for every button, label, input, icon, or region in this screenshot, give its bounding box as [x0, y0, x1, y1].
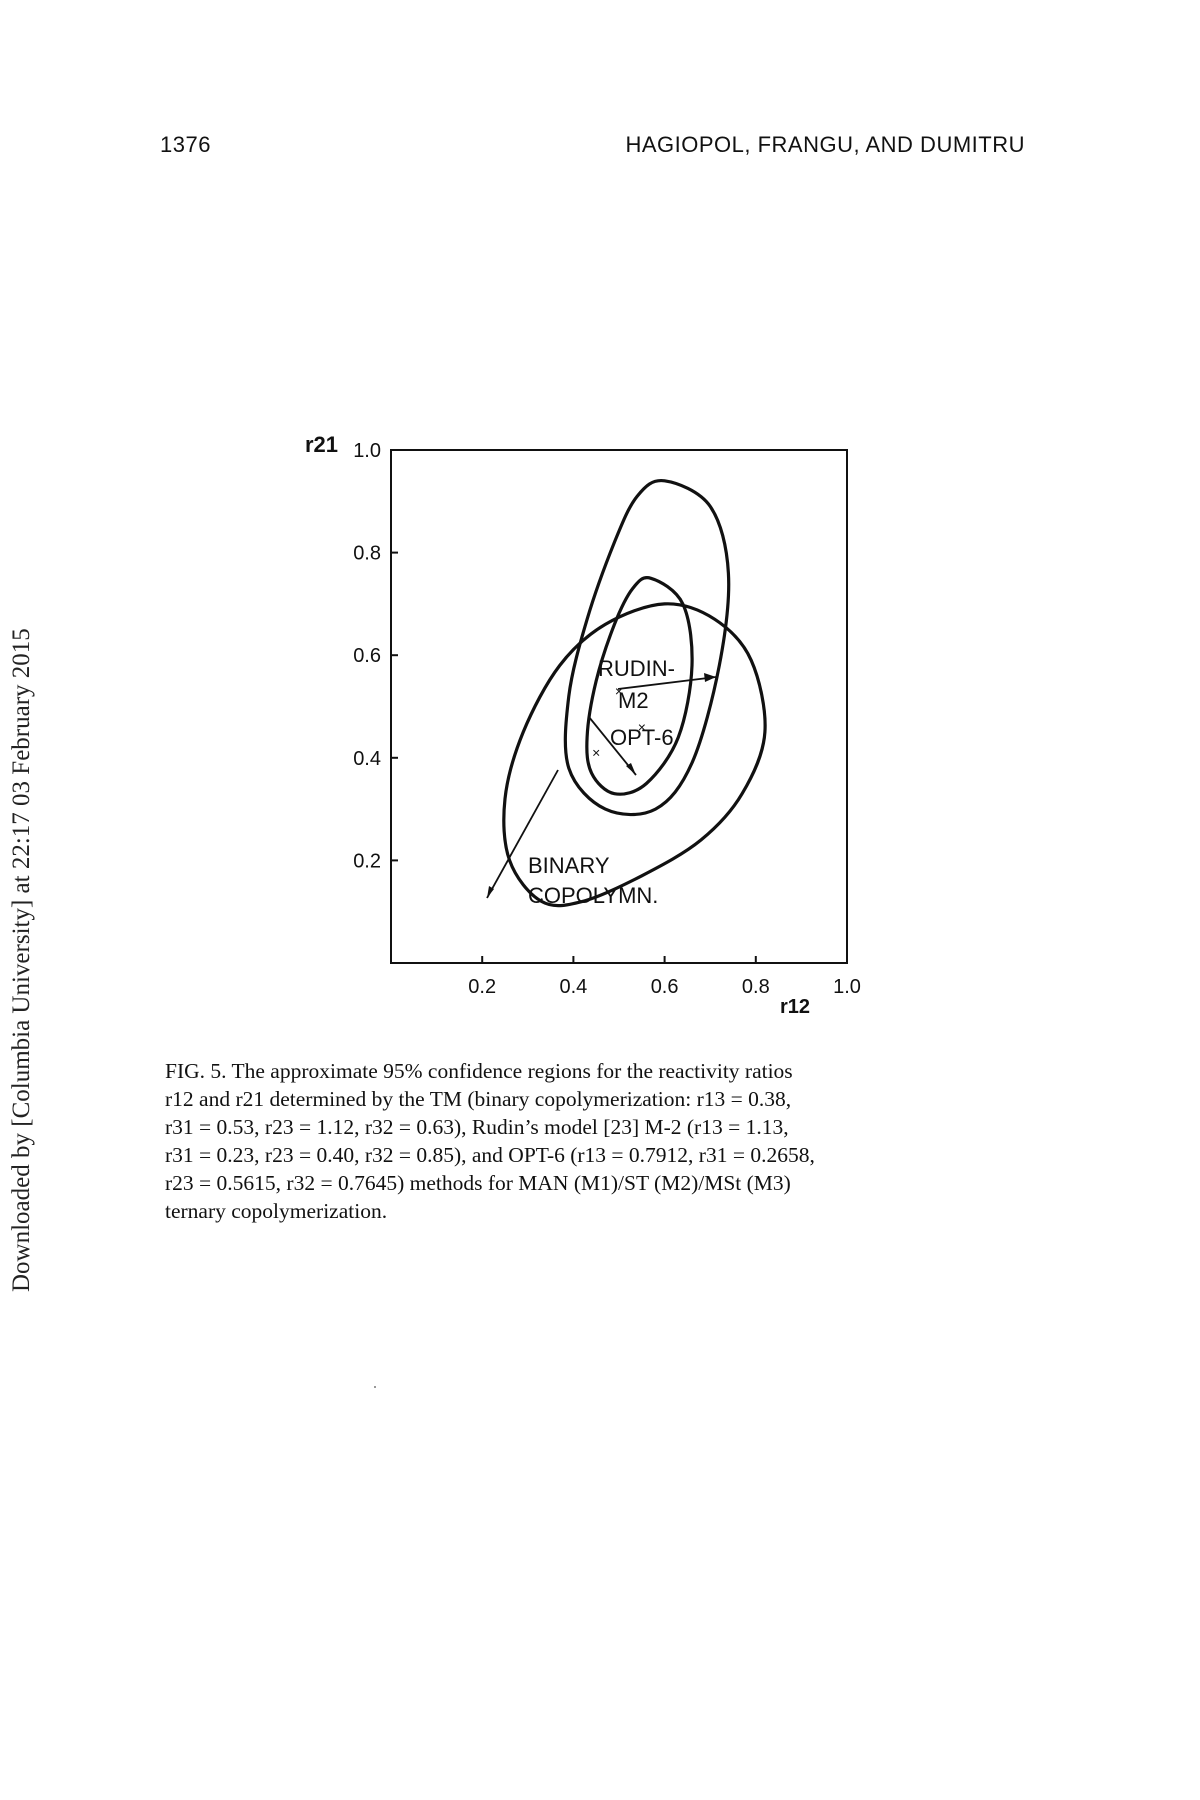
x-tick-label: 0.2: [468, 976, 496, 998]
point-estimates: × × ×: [592, 683, 646, 761]
confidence-region-opt-6: [585, 576, 694, 796]
y-tick-label: 0.8: [353, 543, 381, 565]
confidence-region-binary-copolymn: [502, 602, 767, 908]
caption-line: ternary copolymerization.: [165, 1199, 388, 1223]
point-estimate-binary-copolymn: ×: [592, 745, 600, 761]
point-estimate-rudin-m2: ×: [615, 683, 623, 699]
confidence-regions: [502, 478, 767, 908]
caption-line: r31 = 0.53, r23 = 1.12, r32 = 0.63), Rud…: [165, 1115, 789, 1139]
curve-label-rudin-line1: RUDIN-: [598, 656, 675, 681]
stray-mark: [374, 1386, 376, 1388]
curve-label-binary-line2: COPOLYMN.: [528, 883, 658, 908]
figure-caption: FIG. 5. The approximate 95% confidence r…: [165, 1057, 1025, 1225]
y-tick-label: 0.2: [353, 850, 381, 872]
y-tick-label: 1.0: [353, 440, 381, 462]
caption-line: r12 and r21 determined by the TM (binary…: [165, 1087, 792, 1111]
x-tick-label: 0.4: [559, 976, 587, 998]
page-number: 1376: [160, 132, 211, 157]
y-tick-label: 0.6: [353, 645, 381, 667]
caption-line: r31 = 0.23, r23 = 0.40, r32 = 0.85), and…: [165, 1143, 815, 1167]
leader-arrow-binary: [487, 886, 494, 898]
leader-arrow-rudin: [704, 673, 716, 682]
y-tick-label: 0.4: [353, 748, 381, 770]
x-tick-label: 0.8: [742, 976, 770, 998]
running-head: 1376 HAGIOPOL, FRANGU, AND DUMITRU: [160, 132, 1025, 172]
caption-line: FIG. 5. The approximate 95% confidence r…: [165, 1059, 793, 1083]
curve-label-rudin-line2: M2: [618, 688, 649, 713]
confidence-region-rudin-m2: [563, 478, 731, 817]
curve-label-binary-line1: BINARY: [528, 853, 610, 878]
running-head-authors: HAGIOPOL, FRANGU, AND DUMITRU: [625, 132, 1025, 157]
x-tick-label: 0.6: [651, 976, 679, 998]
leader-line-rudin: [617, 676, 717, 690]
leader-line-binary: [486, 769, 559, 899]
y-axis-label: r21: [305, 432, 338, 457]
point-estimate-opt-6: ×: [638, 719, 646, 735]
plot-frame: [390, 449, 848, 964]
confidence-region-chart: r21 r12 0.2 0.4 0.6 0.8 1.0 0.2 0.4 0.6 0.8 1.0 ×…: [305, 432, 861, 1018]
leader-arrow-opt: [626, 763, 636, 775]
x-axis-label: r12: [780, 996, 810, 1018]
x-tick-label: 1.0: [833, 976, 861, 998]
curve-label-opt: OPT-6: [610, 725, 674, 750]
axis-ticks: 0.2 0.4 0.6 0.8 1.0 0.2 0.4 0.6 0.8 1.0: [353, 440, 861, 998]
caption-line: r23 = 0.5615, r32 = 0.7645) methods for …: [165, 1171, 791, 1195]
